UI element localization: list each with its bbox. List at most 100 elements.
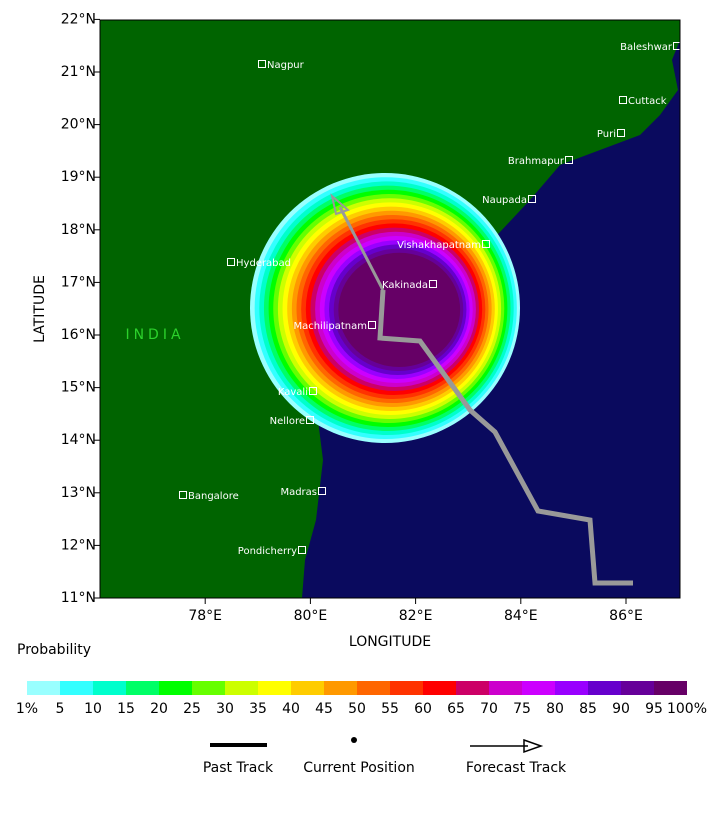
colorbar-swatch xyxy=(192,681,225,695)
colorbar-swatch xyxy=(126,681,159,695)
colorbar-swatch xyxy=(555,681,588,695)
legend-label: Current Position xyxy=(303,760,415,776)
map-frame xyxy=(99,19,681,599)
city-marker xyxy=(617,129,625,137)
lat-tick-label: 18°N xyxy=(61,222,96,238)
city-label: Pondicherry xyxy=(238,546,297,557)
city-marker xyxy=(429,280,437,288)
city-label: Naupada xyxy=(482,195,527,206)
city-marker xyxy=(258,60,266,68)
colorbar-swatch xyxy=(456,681,489,695)
colorbar-label: 80 xyxy=(546,701,564,717)
lat-tick-label: 11°N xyxy=(61,590,96,606)
city-marker xyxy=(227,258,235,266)
city-marker xyxy=(482,240,490,248)
colorbar-title: Probability xyxy=(17,642,91,658)
city-marker xyxy=(528,195,536,203)
city-label: Machilipatnam xyxy=(293,321,367,332)
city-marker xyxy=(565,156,573,164)
colorbar-label: 45 xyxy=(315,701,333,717)
colorbar-label: 10 xyxy=(84,701,102,717)
colorbar-swatch xyxy=(291,681,324,695)
lat-tick-label: 22°N xyxy=(61,11,96,27)
current-position-swatch xyxy=(351,737,357,743)
city-label: Bangalore xyxy=(188,491,239,502)
colorbar-label: 90 xyxy=(612,701,630,717)
city-marker xyxy=(673,42,680,50)
city-label: Nagpur xyxy=(267,60,305,71)
colorbar-label: 55 xyxy=(381,701,399,717)
colorbar-swatch xyxy=(489,681,522,695)
cities: Nagpur Baleshwar Cuttack Puri Brahmapur Naupa… xyxy=(179,42,680,557)
colorbar-label: 1% xyxy=(16,701,38,717)
colorbar-label: 15 xyxy=(117,701,135,717)
lat-tick-label: 13°N xyxy=(61,485,96,501)
colorbar-swatch xyxy=(258,681,291,695)
city-label: Baleshwar xyxy=(620,42,673,53)
colorbar-label: 40 xyxy=(282,701,300,717)
colorbar-label: 65 xyxy=(447,701,465,717)
lat-tick-label: 20°N xyxy=(61,117,96,133)
colorbar-swatch xyxy=(621,681,654,695)
colorbar-label: 75 xyxy=(513,701,531,717)
colorbar-swatch xyxy=(159,681,192,695)
forecast-track-line xyxy=(338,206,385,291)
map-area: Nagpur Baleshwar Cuttack Puri Brahmapur Naupa… xyxy=(100,20,680,598)
legend-label: Past Track xyxy=(203,760,274,776)
x-axis-label: LONGITUDE xyxy=(349,634,431,650)
forecast-arrow-swatch xyxy=(523,738,544,754)
city-label: Madras xyxy=(280,487,317,498)
lat-tick-label: 12°N xyxy=(61,537,96,553)
city-marker xyxy=(179,491,187,499)
city-marker xyxy=(306,416,314,424)
city-label: Vishakhapatnam xyxy=(397,240,481,251)
city-label: Cuttack xyxy=(628,96,667,107)
colorbar-swatch xyxy=(225,681,258,695)
region-label: INDIA xyxy=(125,327,184,343)
city-label: Puri xyxy=(597,129,616,140)
probability-field xyxy=(250,173,520,443)
lat-tick-label: 15°N xyxy=(61,380,96,396)
colorbar-swatch xyxy=(357,681,390,695)
colorbar-label: 35 xyxy=(249,701,267,717)
lat-tick-label: 19°N xyxy=(61,169,96,185)
lon-tick-label: 82°E xyxy=(399,608,433,624)
colorbar-swatch xyxy=(588,681,621,695)
colorbar-swatch xyxy=(60,681,93,695)
colorbar-swatch xyxy=(324,681,357,695)
lon-tick-label: 84°E xyxy=(504,608,538,624)
colorbar-swatch xyxy=(93,681,126,695)
colorbar-label: 25 xyxy=(183,701,201,717)
city-label: Brahmapur xyxy=(508,156,565,167)
city-marker xyxy=(298,546,306,554)
colorbar-label: 30 xyxy=(216,701,234,717)
lat-tick-label: 21°N xyxy=(61,64,96,80)
colorbar-label: 50 xyxy=(348,701,366,717)
colorbar-label: 95 xyxy=(645,701,663,717)
y-axis-label: LATITUDE xyxy=(32,275,48,343)
lat-tick-label: 14°N xyxy=(61,432,96,448)
lat-tick-label: 16°N xyxy=(61,327,96,343)
colorbar-swatch xyxy=(654,681,687,695)
past-track-line xyxy=(377,289,633,586)
colorbar-label: 100% xyxy=(667,701,707,717)
colorbar-label: 20 xyxy=(150,701,168,717)
city-marker xyxy=(318,487,326,495)
colorbar-label: 85 xyxy=(579,701,597,717)
colorbar: 1% 5 10 15 20 25 30 35 40 45 50 55 60 65 70 75 80 85 90 95 1… xyxy=(16,681,707,717)
city-label: Hyderabad xyxy=(236,258,291,269)
colorbar-label: 70 xyxy=(480,701,498,717)
lat-tick-label: 17°N xyxy=(61,274,96,290)
city-marker xyxy=(309,387,317,395)
city-label: Kavali xyxy=(278,387,308,398)
probability-band xyxy=(338,252,461,367)
lon-tick-label: 86°E xyxy=(609,608,643,624)
forecast-arrow xyxy=(330,193,350,216)
colorbar-swatch xyxy=(27,681,60,695)
city-marker xyxy=(619,96,627,104)
city-label: Kakinada xyxy=(382,280,428,291)
colorbar-label: 60 xyxy=(414,701,432,717)
colorbar-swatch xyxy=(423,681,456,695)
city-marker xyxy=(368,321,376,329)
